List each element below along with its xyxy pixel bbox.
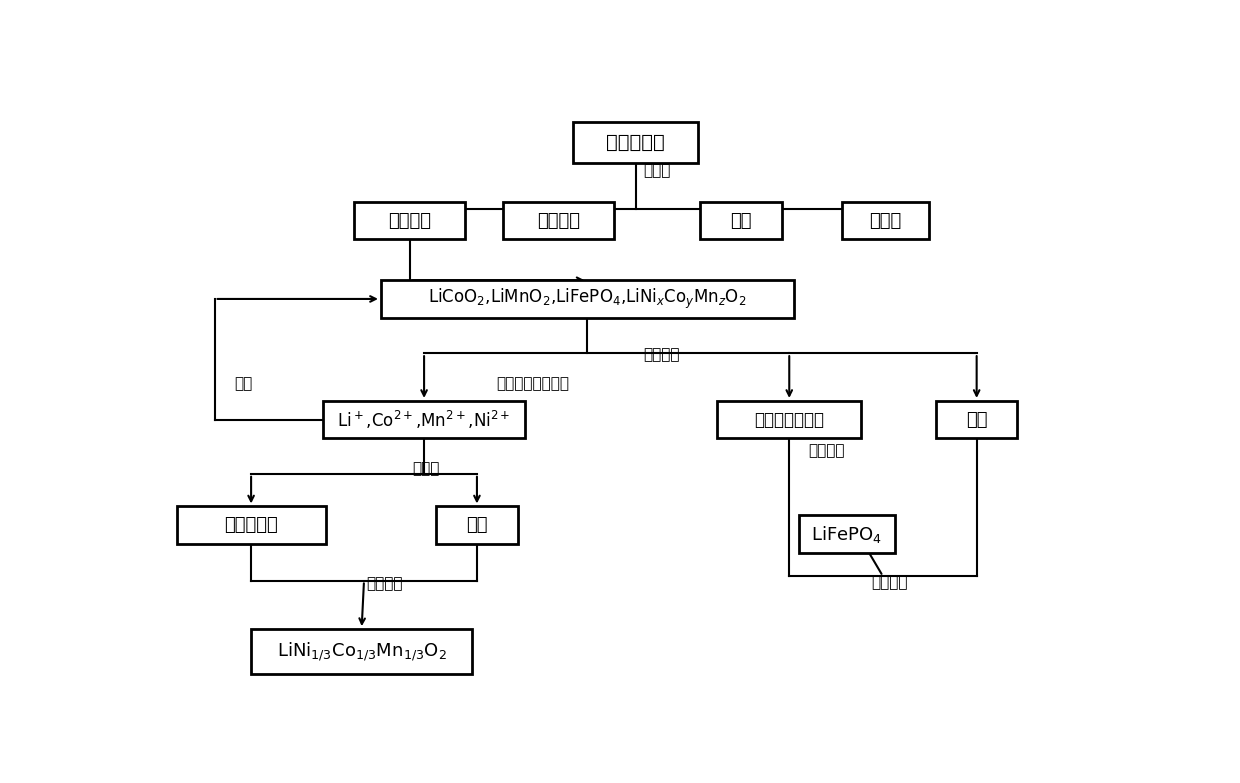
Bar <box>936 401 1018 438</box>
Bar <box>381 280 794 318</box>
Bar <box>250 629 472 674</box>
Text: Li$^+$,Co$^{2+}$,Mn$^{2+}$,Ni$^{2+}$: Li$^+$,Co$^{2+}$,Mn$^{2+}$,Ni$^{2+}$ <box>337 409 511 431</box>
Text: 磷酸铁锂前驱体: 磷酸铁锂前驱体 <box>754 410 825 428</box>
Text: 阳极材料: 阳极材料 <box>537 211 580 229</box>
Text: LiNi$_{1/3}$Co$_{1/3}$Mn$_{1/3}$O$_2$: LiNi$_{1/3}$Co$_{1/3}$Mn$_{1/3}$O$_2$ <box>277 640 446 663</box>
Text: 还原浸出: 还原浸出 <box>644 347 680 362</box>
Bar <box>176 507 326 543</box>
Bar <box>503 202 614 240</box>
Text: 调节金属离子比例: 调节金属离子比例 <box>496 376 569 391</box>
Text: 残渣处理: 残渣处理 <box>808 443 844 458</box>
Bar <box>842 202 929 240</box>
Bar <box>701 202 782 240</box>
Bar <box>324 401 525 438</box>
Text: 回用: 回用 <box>234 376 252 391</box>
Text: 阴极材料: 阴极材料 <box>388 211 432 229</box>
Text: 三元前驱体: 三元前驱体 <box>224 516 278 534</box>
Text: 材料制备: 材料制备 <box>870 575 908 590</box>
Text: LiCoO$_2$,LiMnO$_2$,LiFePO$_4$,LiNi$_x$Co$_y$Mn$_z$O$_2$: LiCoO$_2$,LiMnO$_2$,LiFePO$_4$,LiNi$_x$C… <box>428 287 746 311</box>
Text: 废旧锂电池: 废旧锂电池 <box>606 132 665 152</box>
Text: 隔膜: 隔膜 <box>730 211 751 229</box>
Bar <box>573 121 698 163</box>
Text: 锂源: 锂源 <box>966 410 987 428</box>
Bar <box>799 515 895 553</box>
Bar <box>436 507 518 543</box>
Text: 材料制备: 材料制备 <box>367 576 403 591</box>
Text: 电解液: 电解液 <box>869 211 901 229</box>
Text: 预处理: 预处理 <box>644 163 671 178</box>
Text: LiFePO$_4$: LiFePO$_4$ <box>811 524 883 545</box>
Bar <box>355 202 465 240</box>
Text: 共沉淀: 共沉淀 <box>413 461 440 477</box>
Text: 锂盐: 锂盐 <box>466 516 487 534</box>
Bar <box>717 401 862 438</box>
